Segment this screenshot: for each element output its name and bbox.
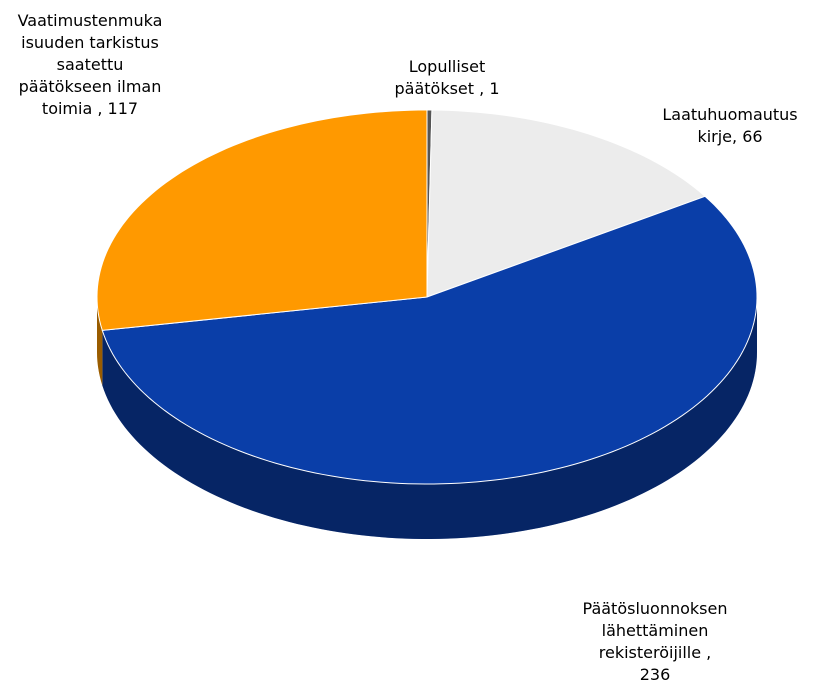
label-separator: , — [97, 99, 108, 118]
label-value: 236 — [639, 665, 671, 684]
data-label: Laatuhuomautus kirje, 66 — [640, 104, 820, 148]
slice-side — [102, 297, 758, 539]
label-category: Laatuhuomautus kirje — [662, 105, 798, 146]
slice-side — [97, 297, 103, 386]
data-label: Päätösluonnoksen lähettäminen rekisteröi… — [582, 598, 728, 686]
label-separator: , — [732, 127, 743, 146]
label-value: 66 — [742, 127, 763, 146]
data-label: Lopulliset päätökset , 1 — [372, 56, 522, 100]
label-separator: , — [706, 643, 712, 662]
label-category: Vaatimustenmukaisuuden tarkistus saatett… — [17, 11, 163, 118]
slice — [96, 109, 428, 331]
slice-side-shade — [97, 297, 103, 386]
slice — [426, 109, 707, 298]
label-separator: , — [479, 79, 490, 98]
label-category: Lopulliset päätökset — [394, 57, 486, 98]
label-value: 117 — [107, 99, 139, 118]
label-value: 1 — [489, 79, 500, 98]
data-label: Vaatimustenmukaisuuden tarkistus saatett… — [17, 10, 163, 120]
label-category: Päätösluonnoksen lähettäminen rekisteröi… — [582, 599, 728, 662]
slice — [101, 195, 758, 485]
slice-side-shade — [102, 297, 758, 539]
